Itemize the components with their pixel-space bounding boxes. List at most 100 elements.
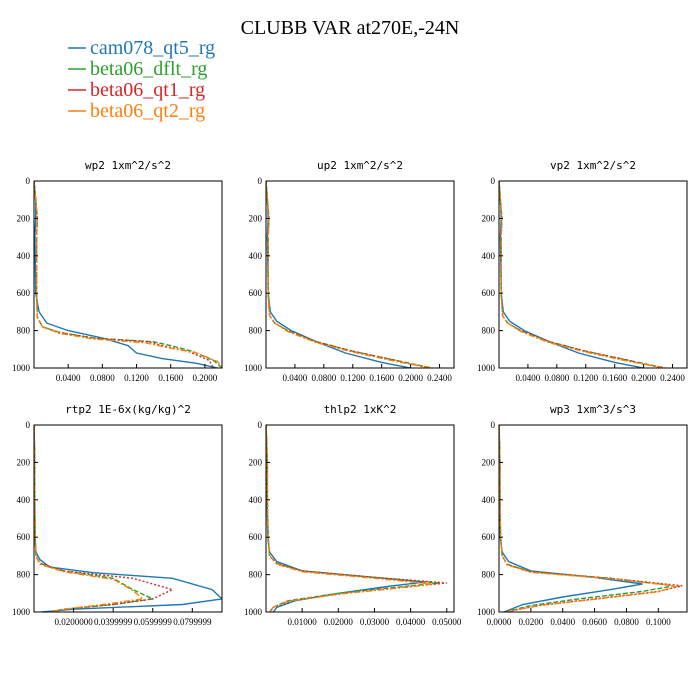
xtick-label-5-3: 0.0600 [582,617,607,627]
series-line-5-3 [499,425,678,612]
panel-frame-4 [265,424,455,613]
series-line-0-2 [34,181,215,368]
xtick-label-2-0: 0.0400 [516,373,541,383]
series-line-2-3 [499,181,666,368]
ytick-label-0-4: 800 [17,326,31,336]
panel-1: up2 1xm^2/s^2 0 200 400 600 800 1000 0.0400 0.08… [244,159,455,383]
ytick-label-4-0: 0 [258,420,263,430]
ytick-label-1-2: 400 [249,251,263,261]
panel-title-1: up2 1xm^2/s^2 [317,159,403,172]
ytick-label-4-1: 200 [249,457,263,467]
series-line-2-2 [499,181,662,368]
series-line-3-1 [34,425,156,612]
ytick-label-0-1: 200 [17,213,31,223]
ytick-label-5-3: 600 [482,532,496,542]
ytick-label-3-0: 0 [26,420,31,430]
ytick-label-2-4: 800 [482,326,496,336]
main-title: CLUBB VAR at270E,-24N [241,17,460,39]
ytick-label-2-5: 1000 [477,363,496,373]
legend-label-2: beta06_qt1_rg [90,79,205,101]
panel-frame-0 [33,180,223,369]
series-line-1-2 [266,181,429,368]
series-line-4-2 [266,425,447,612]
legend: cam078_qt5_rgbeta06_dflt_rgbeta06_qt1_rg… [68,37,215,122]
xtick-label-4-4: 0.05000 [432,617,462,627]
ytick-label-0-0: 0 [26,176,31,186]
xtick-label-5-4: 0.0800 [614,617,639,627]
xtick-label-4-2: 0.03000 [360,617,390,627]
ytick-label-0-2: 400 [17,251,31,261]
series-line-1-0 [266,181,411,368]
xtick-label-4-1: 0.02000 [324,617,354,627]
series-line-5-0 [499,425,643,612]
xtick-label-2-5: 0.2400 [660,373,685,383]
xtick-label-5-2: 0.0400 [550,617,575,627]
series-line-0-1 [34,181,222,368]
xtick-label-1-3: 0.1600 [369,373,394,383]
legend-label-3: beta06_qt2_rg [90,100,205,122]
panel-frame-2 [498,180,688,369]
series-line-3-0 [34,425,222,612]
xtick-label-5-5: 0.1000 [646,617,671,627]
ytick-label-1-5: 1000 [244,363,263,373]
xtick-label-2-3: 0.1600 [602,373,627,383]
ytick-label-1-4: 800 [249,326,263,336]
ytick-label-5-0: 0 [491,420,496,430]
xtick-label-1-1: 0.0800 [311,373,336,383]
panel-4: thlp2 1xK^2 0 200 400 600 800 1000 0.01000 0.020… [244,403,462,627]
ytick-label-1-3: 600 [249,288,263,298]
ytick-label-5-4: 800 [482,570,496,580]
panel-frame-3 [33,424,223,613]
xtick-label-2-1: 0.0800 [544,373,569,383]
xtick-label-5-0: 0.0000 [487,617,512,627]
ytick-label-1-0: 0 [258,176,263,186]
xtick-label-3-2: 0.0599999 [134,617,173,627]
panel-frame-5 [498,424,688,613]
ytick-label-4-3: 600 [249,532,263,542]
panel-3: rtp2 1E-6x(kg/kg)^2 0 200 400 600 800 1000 0.02… [12,403,223,627]
panel-title-4: thlp2 1xK^2 [324,403,397,416]
ytick-label-4-4: 800 [249,570,263,580]
xtick-label-0-3: 0.1600 [158,373,183,383]
series-line-1-1 [266,181,433,368]
ytick-label-4-5: 1000 [244,607,263,617]
xtick-label-0-4: 0.2000 [193,373,218,383]
panel-title-0: wp2 1xm^2/s^2 [85,159,171,172]
ytick-label-2-1: 200 [482,213,496,223]
panel-frame-1 [265,180,455,369]
panel-title-5: wp3 1xm^3/s^3 [550,403,636,416]
xtick-label-2-2: 0.1200 [573,373,598,383]
panel-title-3: rtp2 1E-6x(kg/kg)^2 [65,403,191,416]
ytick-label-0-5: 1000 [12,363,31,373]
series-line-4-0 [266,425,426,612]
xtick-label-1-5: 0.2400 [427,373,452,383]
ytick-label-0-3: 600 [17,288,31,298]
ytick-label-3-3: 600 [17,532,31,542]
series-line-1-3 [266,181,433,368]
xtick-label-1-2: 0.1200 [340,373,365,383]
xtick-label-0-2: 0.1200 [124,373,149,383]
xtick-label-3-3: 0.0799999 [173,617,212,627]
series-line-3-3 [34,425,145,612]
ytick-label-2-0: 0 [491,176,496,186]
xtick-label-4-3: 0.04000 [396,617,426,627]
ytick-label-5-1: 200 [482,457,496,467]
series-line-4-3 [266,425,433,612]
xtick-label-1-0: 0.0400 [283,373,308,383]
series-line-0-3 [34,181,222,368]
xtick-label-1-4: 0.2000 [398,373,423,383]
ytick-label-3-1: 200 [17,457,31,467]
series-line-3-2 [34,425,175,612]
ytick-label-3-5: 1000 [12,607,31,617]
panel-0: wp2 1xm^2/s^2 0 200 400 600 800 1000 0.0400 0.08… [12,159,223,383]
legend-label-0: cam078_qt5_rg [90,37,215,59]
legend-label-1: beta06_dflt_rg [90,58,207,80]
ytick-label-3-2: 400 [17,495,31,505]
xtick-label-3-0: 0.0200000 [54,617,93,627]
xtick-label-5-1: 0.0200 [518,617,543,627]
ytick-label-2-2: 400 [482,251,496,261]
series-line-0-0 [34,181,218,368]
ytick-label-1-1: 200 [249,213,263,223]
